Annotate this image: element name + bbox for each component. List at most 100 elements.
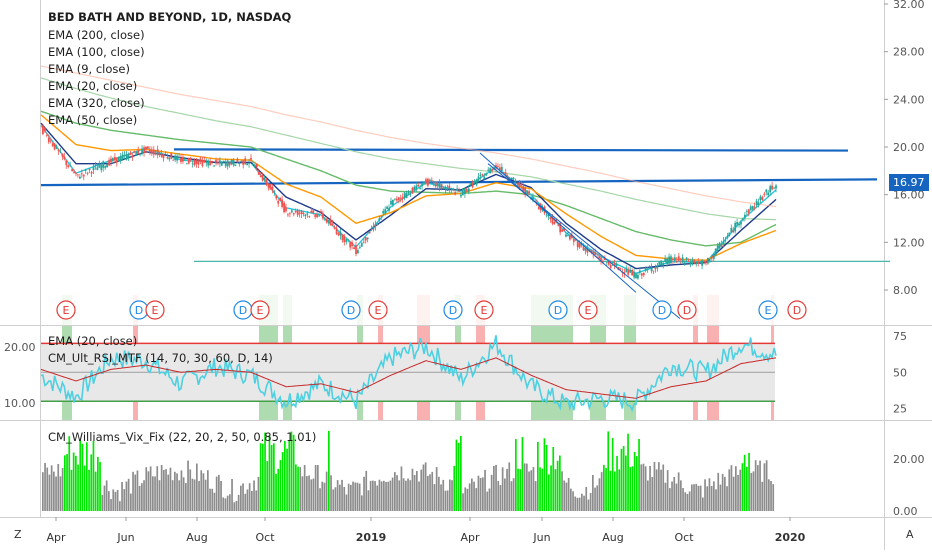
vix-bar-high <box>741 463 744 511</box>
candle <box>679 259 682 261</box>
candle <box>158 153 161 155</box>
vix-bar <box>477 475 480 511</box>
candle <box>211 161 213 162</box>
candle <box>592 251 595 255</box>
candle <box>320 211 322 212</box>
candle <box>518 182 521 188</box>
vix-bar <box>512 478 515 511</box>
vix-bar <box>713 481 715 511</box>
vix-bar <box>380 481 383 511</box>
candle <box>637 274 639 279</box>
candle <box>747 209 750 214</box>
candle <box>112 158 114 162</box>
vix-bar <box>369 480 372 511</box>
candle <box>123 155 126 156</box>
candle <box>569 234 571 240</box>
candle <box>745 210 748 212</box>
candle <box>736 222 738 225</box>
candle <box>104 165 107 168</box>
candle <box>681 257 684 262</box>
candle <box>448 185 451 189</box>
vix-bar <box>768 479 770 511</box>
auto-scale-toggle[interactable]: A <box>906 528 914 541</box>
vix-bar <box>321 481 324 511</box>
candle <box>767 192 770 196</box>
rsi-legend: CM_Ult_RSI_MTF (14, 70, 30, 60, D, 14) <box>48 351 273 365</box>
dividend-marker-label: D <box>135 304 143 317</box>
candle <box>392 199 394 206</box>
candle <box>609 264 612 268</box>
candle <box>141 148 143 153</box>
vix-bar-high <box>81 443 84 511</box>
vix-bar <box>600 472 603 511</box>
candle <box>178 157 180 158</box>
candle <box>464 188 466 195</box>
candle <box>137 150 140 154</box>
candle <box>677 256 680 261</box>
vix-bar <box>640 464 643 511</box>
vix-bar <box>356 482 359 511</box>
vix-bar <box>653 462 656 511</box>
vix-bar-high <box>66 454 68 511</box>
candle <box>353 247 355 250</box>
time-tick-label: Aug <box>186 531 207 544</box>
vix-bar <box>660 469 662 511</box>
vix-bar <box>493 465 495 511</box>
candle <box>640 273 643 276</box>
vix-bar-high <box>556 460 559 511</box>
candle <box>378 218 381 221</box>
current-price-label: 16.97 <box>889 174 929 191</box>
vix-bar <box>59 476 62 511</box>
vix-bar-high <box>328 430 330 511</box>
candle <box>605 262 608 263</box>
candle <box>69 165 72 167</box>
candle <box>409 194 412 195</box>
vix-bar <box>473 481 475 511</box>
candle <box>775 185 777 189</box>
vix-bar <box>424 462 427 511</box>
vix-bar <box>189 469 192 511</box>
candle <box>481 174 484 176</box>
vix-bar <box>180 470 183 511</box>
earnings-marker <box>787 300 807 320</box>
candle <box>80 173 83 175</box>
vix-bar-high <box>627 433 629 511</box>
vix-bar <box>229 494 231 511</box>
rsi-tick-label: 25 <box>893 402 907 415</box>
ema-50-line <box>40 114 777 261</box>
candle <box>201 160 204 166</box>
vix-bar <box>680 480 682 511</box>
vix-bar-high <box>281 452 284 511</box>
vix-bar <box>138 485 141 511</box>
candle <box>757 202 760 205</box>
candle <box>411 188 414 194</box>
vix-bar <box>664 482 667 511</box>
candle <box>773 187 775 189</box>
candle <box>281 199 283 207</box>
candle <box>294 211 297 213</box>
candle <box>252 164 254 165</box>
vix-bar <box>658 462 660 511</box>
vix-bar <box>46 467 49 511</box>
timezone-corner-label[interactable]: Z <box>14 528 22 541</box>
candle <box>619 268 622 270</box>
candle <box>415 185 418 190</box>
vix-bar-high <box>541 468 544 511</box>
vix-bar <box>675 483 678 511</box>
candle <box>145 146 147 150</box>
candle <box>308 216 311 217</box>
vix-bar <box>240 485 242 511</box>
candle <box>611 261 614 263</box>
candle <box>125 154 128 160</box>
vix-bar <box>677 472 680 511</box>
candle <box>232 159 235 166</box>
vix-bar-high <box>616 455 618 511</box>
candle <box>726 235 729 238</box>
vix-bar <box>193 479 196 511</box>
vix-bar <box>226 495 229 511</box>
candle <box>327 220 330 224</box>
vix-bar <box>647 480 649 511</box>
candle <box>670 256 672 264</box>
candle <box>432 181 435 183</box>
